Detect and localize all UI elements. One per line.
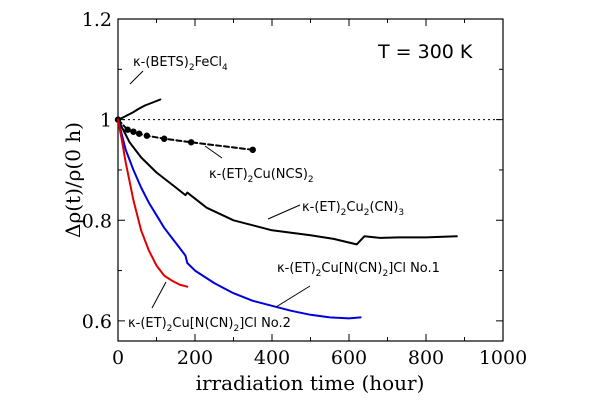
- series-marker-1: [249, 146, 256, 154]
- series-layer: [114, 98, 458, 320]
- series-marker-1: [187, 139, 195, 146]
- y-tick-label: 0.6: [82, 311, 112, 333]
- x-tick-label: 200: [177, 347, 213, 369]
- x-axis-title: irradiation time (hour): [196, 371, 425, 395]
- label-cn3: κ-(ET)2Cu2(CN)3: [302, 200, 404, 218]
- series-marker-1: [161, 135, 168, 142]
- temperature-label: T = 300 K: [377, 41, 473, 63]
- label-ncs: κ-(ET)2Cu(NCS)2: [209, 167, 314, 185]
- series-marker-1: [124, 126, 131, 133]
- label-bets: κ-(BETS)2FeCl4: [133, 55, 228, 73]
- x-tick-label: 1000: [479, 347, 527, 369]
- y-tick-label: 1: [100, 110, 112, 132]
- series-marker-1: [143, 132, 151, 139]
- ncs-pointer: [204, 145, 223, 159]
- x-tick-label: 800: [408, 347, 444, 369]
- series-line-2: [117, 118, 458, 246]
- axis-tick-labels: 0 200 400 600 800 1000 0.6 0.8 1 1.2: [82, 9, 527, 369]
- y-tick-label: 0.8: [82, 210, 112, 232]
- no2-pointer: [151, 281, 167, 309]
- label-no1: κ-(ET)2Cu[N(CN)2]Cl No.1: [277, 261, 440, 279]
- series-line-4: [117, 118, 189, 288]
- bets-pointer: [129, 70, 144, 85]
- no1-pointer: [275, 285, 311, 308]
- series-marker-1: [135, 130, 143, 137]
- series-marker-1: [130, 128, 137, 135]
- x-tick-label: 400: [254, 347, 290, 369]
- x-tick-label: 600: [331, 347, 367, 369]
- x-tick-label: 0: [112, 347, 124, 369]
- y-tick-label: 1.2: [82, 9, 112, 31]
- label-no2: κ-(ET)2Cu[N(CN)2]Cl No.2: [128, 316, 291, 334]
- y-axis-title: Δρ(t)/ρ(0 h): [61, 122, 85, 238]
- series-line-3: [117, 118, 362, 320]
- series-line-1: [117, 118, 254, 151]
- series-line-0: [117, 98, 162, 121]
- cn3-pointer: [267, 204, 301, 220]
